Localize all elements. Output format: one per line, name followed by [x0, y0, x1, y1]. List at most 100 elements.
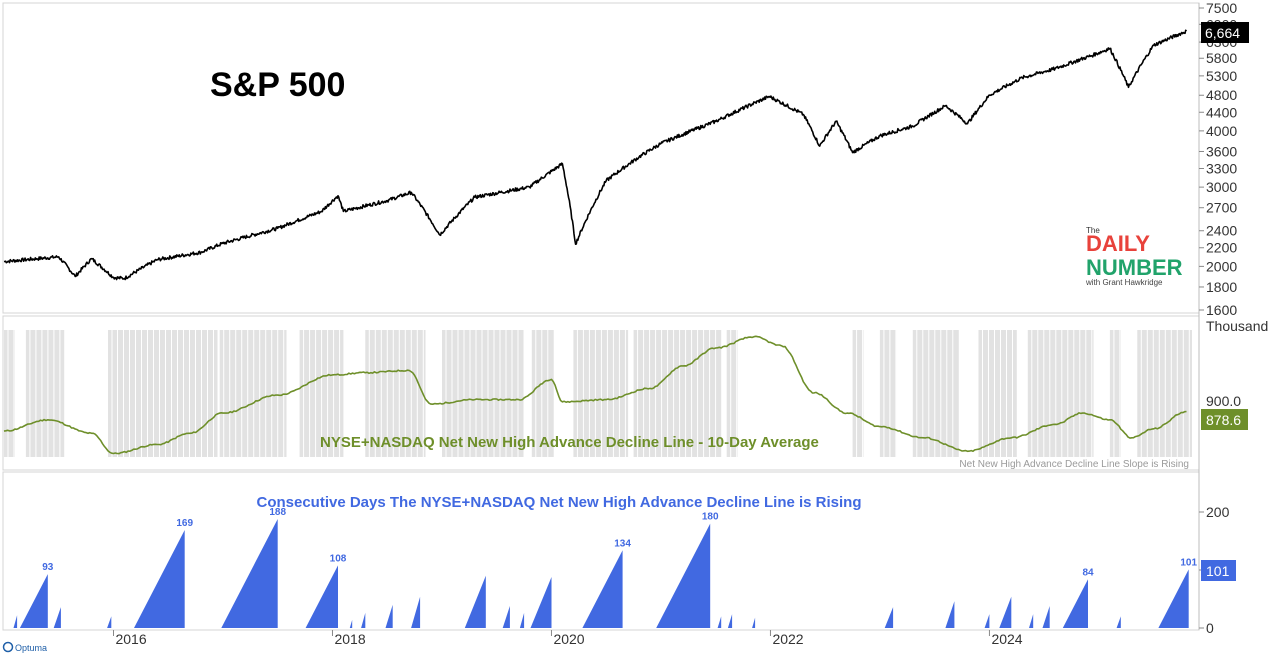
x-tick-label: 2024 [991, 631, 1022, 647]
rising-days-triangle [1062, 579, 1088, 628]
rising-days-triangle [530, 577, 552, 628]
x-tick-label: 2022 [772, 631, 803, 647]
last-bars-label: 101 [1206, 563, 1230, 579]
rising-days-triangle [945, 601, 955, 628]
last-ad-label: 878.6 [1206, 412, 1241, 428]
rising-period-shade [978, 330, 1017, 457]
last-ad-badge: 878.6 [1201, 409, 1248, 430]
bars-tick-label: 200 [1206, 504, 1230, 520]
rising-days-data-label: 108 [330, 553, 347, 564]
rising-period-shade [4, 330, 15, 457]
rising-days-data-label: 188 [269, 507, 286, 518]
rising-days-triangle [464, 575, 486, 628]
rising-days-data-label: 93 [42, 562, 54, 573]
logo-byline: with Grant Hawkridge [1085, 278, 1163, 287]
rising-period-shade [442, 330, 525, 457]
rising-days-triangle [884, 607, 894, 628]
rising-days-triangle [1029, 614, 1034, 628]
rising-days-triangle [1116, 616, 1121, 628]
rising-days-triangle [984, 614, 990, 628]
price-tick-label: 4400 [1206, 104, 1237, 120]
price-tick-label: 1600 [1206, 302, 1237, 318]
rising-days-labels: 93 169 188 108 134 180 84 101 [42, 507, 1197, 578]
price-tick-label: 4000 [1206, 123, 1237, 139]
rising-period-shade [726, 330, 738, 457]
rising-shading-group [4, 330, 1192, 457]
ad-axis-tick-900: 900.0 [1206, 393, 1241, 409]
price-tick-label: 7500 [1206, 0, 1237, 16]
rising-period-shade [1027, 330, 1094, 457]
last-price-label: 6,664 [1205, 25, 1240, 41]
ad-line-series [3, 335, 1187, 455]
x-tick-label: 2018 [334, 631, 365, 647]
last-ad-badge-bg [1201, 409, 1248, 430]
logo-daily: DAILY [1086, 231, 1150, 256]
rising-days-triangle [349, 619, 353, 628]
sp500-title: S&P 500 [210, 66, 345, 104]
bars-tick-label: 0 [1206, 620, 1214, 636]
rising-days-triangle [221, 519, 278, 628]
rising-days-data-label: 180 [702, 512, 719, 523]
rising-days-data-label: 101 [1180, 557, 1197, 568]
ad-line-title: NYSE+NASDAQ Net New High Advance Decline… [320, 434, 819, 451]
rising-days-triangle [411, 596, 421, 628]
price-tick-label: 3600 [1206, 143, 1237, 159]
rising-days-triangle [1158, 569, 1189, 628]
last-price-badge: 6,664 [1201, 22, 1249, 43]
sp500-price-line [3, 29, 1188, 281]
price-tick-label: 2200 [1206, 240, 1237, 256]
daily-number-logo: The DAILY NUMBER with Grant Hawkridge [1085, 226, 1183, 287]
optuma-credit-text: Optuma [15, 643, 47, 653]
rising-days-triangle [19, 574, 48, 628]
rising-days-triangle [752, 617, 756, 628]
x-tick-label: 2016 [115, 631, 146, 647]
optuma-logo-icon [2, 641, 14, 653]
rising-days-triangle [13, 615, 18, 628]
logo-number: NUMBER [1086, 255, 1183, 280]
rising-days-triangle [717, 616, 722, 628]
rising-days-triangle [582, 550, 623, 628]
price-tick-label: 1800 [1206, 279, 1237, 295]
rising-days-triangle [107, 616, 112, 628]
logo-small-top: The [1086, 226, 1100, 235]
rising-period-shade [219, 330, 287, 457]
rising-days-series [13, 519, 1189, 628]
price-tick-label: 5300 [1206, 68, 1237, 84]
rising-days-triangle [361, 612, 366, 628]
ad-axis-unit: Thousand [1206, 318, 1268, 334]
price-tick-label: 3300 [1206, 160, 1237, 176]
rising-days-triangle [1042, 606, 1050, 628]
x-axis-ticks: 2016 2018 2020 2022 2024 [112, 630, 1023, 647]
price-tick-label: 2700 [1206, 200, 1237, 216]
rising-days-triangle [999, 596, 1012, 628]
rising-days-triangle [53, 607, 61, 628]
rising-days-triangle [385, 604, 393, 628]
rising-days-data-label: 169 [176, 518, 193, 529]
last-bars-badge-bg [1201, 560, 1236, 581]
ad-slope-note: Net New High Advance Decline Line Slope … [959, 459, 1189, 470]
price-tick-label: 5800 [1206, 50, 1237, 66]
rising-period-shade [25, 330, 65, 457]
rising-days-triangle [656, 523, 711, 628]
rising-days-data-label: 134 [614, 538, 631, 549]
price-tick-label: 2400 [1206, 223, 1237, 239]
rising-period-shade [879, 330, 897, 457]
rising-days-triangle [305, 565, 338, 628]
price-tick-label: 3000 [1206, 179, 1237, 195]
x-tick-label: 2020 [553, 631, 584, 647]
rising-days-title: Consecutive Days The NYSE+NASDAQ Net New… [256, 494, 861, 511]
rising-period-shade [912, 330, 959, 457]
rising-days-triangle [519, 612, 525, 628]
rising-days-data-label: 84 [1082, 567, 1094, 578]
rising-days-triangle [727, 614, 733, 628]
rising-days-triangle [134, 530, 185, 628]
rising-days-triangle [502, 606, 510, 628]
price-tick-label: 4800 [1206, 87, 1237, 103]
price-panel-frame [2, 2, 1200, 314]
last-price-badge-bg [1201, 22, 1249, 43]
price-axis-ticks: 7500690063005800530048004400400036003300… [1199, 0, 1237, 318]
price-tick-label: 2000 [1206, 258, 1237, 274]
rising-period-shade [852, 330, 864, 457]
rising-period-shade [1109, 330, 1121, 457]
